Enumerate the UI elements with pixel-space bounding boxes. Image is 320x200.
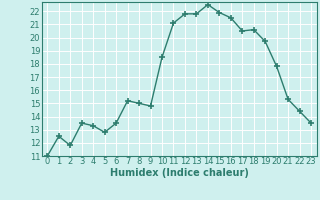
X-axis label: Humidex (Indice chaleur): Humidex (Indice chaleur) xyxy=(110,168,249,178)
